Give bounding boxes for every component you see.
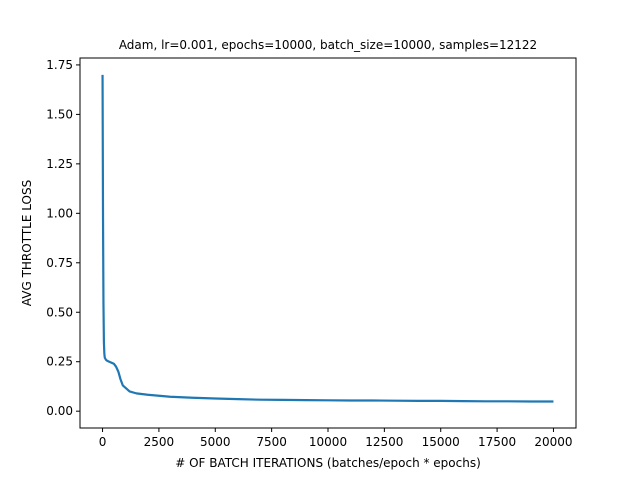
x-tick-label: 17500 — [478, 435, 516, 449]
y-tick-label: 1.25 — [46, 157, 73, 171]
y-tick-label: 0.25 — [46, 355, 73, 369]
y-tick-label: 1.00 — [46, 206, 73, 220]
x-tick-label: 5000 — [200, 435, 231, 449]
x-tick-label: 12500 — [365, 435, 403, 449]
y-tick-label: 0.75 — [46, 256, 73, 270]
y-axis: 0.00 0.25 0.50 0.75 1.00 1.25 1.50 1.75 — [46, 58, 80, 418]
y-tick-label: 1.75 — [46, 58, 73, 72]
chart-title: Adam, lr=0.001, epochs=10000, batch_size… — [119, 38, 537, 52]
x-axis: 0 2500 5000 7500 10000 12500 15000 17500 20000 — [99, 428, 573, 449]
plot-area — [101, 74, 554, 403]
x-tick-label: 10000 — [309, 435, 347, 449]
y-tick-label: 0.50 — [46, 305, 73, 319]
x-tick-label: 2500 — [144, 435, 175, 449]
y-tick-label: 0.00 — [46, 404, 73, 418]
x-tick-label: 15000 — [422, 435, 460, 449]
y-tick-label: 1.50 — [46, 107, 73, 121]
x-tick-label: 20000 — [534, 435, 572, 449]
y-axis-label: AVG THROTTLE LOSS — [20, 180, 34, 306]
x-axis-label: # OF BATCH ITERATIONS (batches/epoch * e… — [175, 456, 481, 470]
series-line-0 — [101, 74, 554, 403]
x-tick-label: 7500 — [256, 435, 287, 449]
x-tick-label: 0 — [99, 435, 107, 449]
